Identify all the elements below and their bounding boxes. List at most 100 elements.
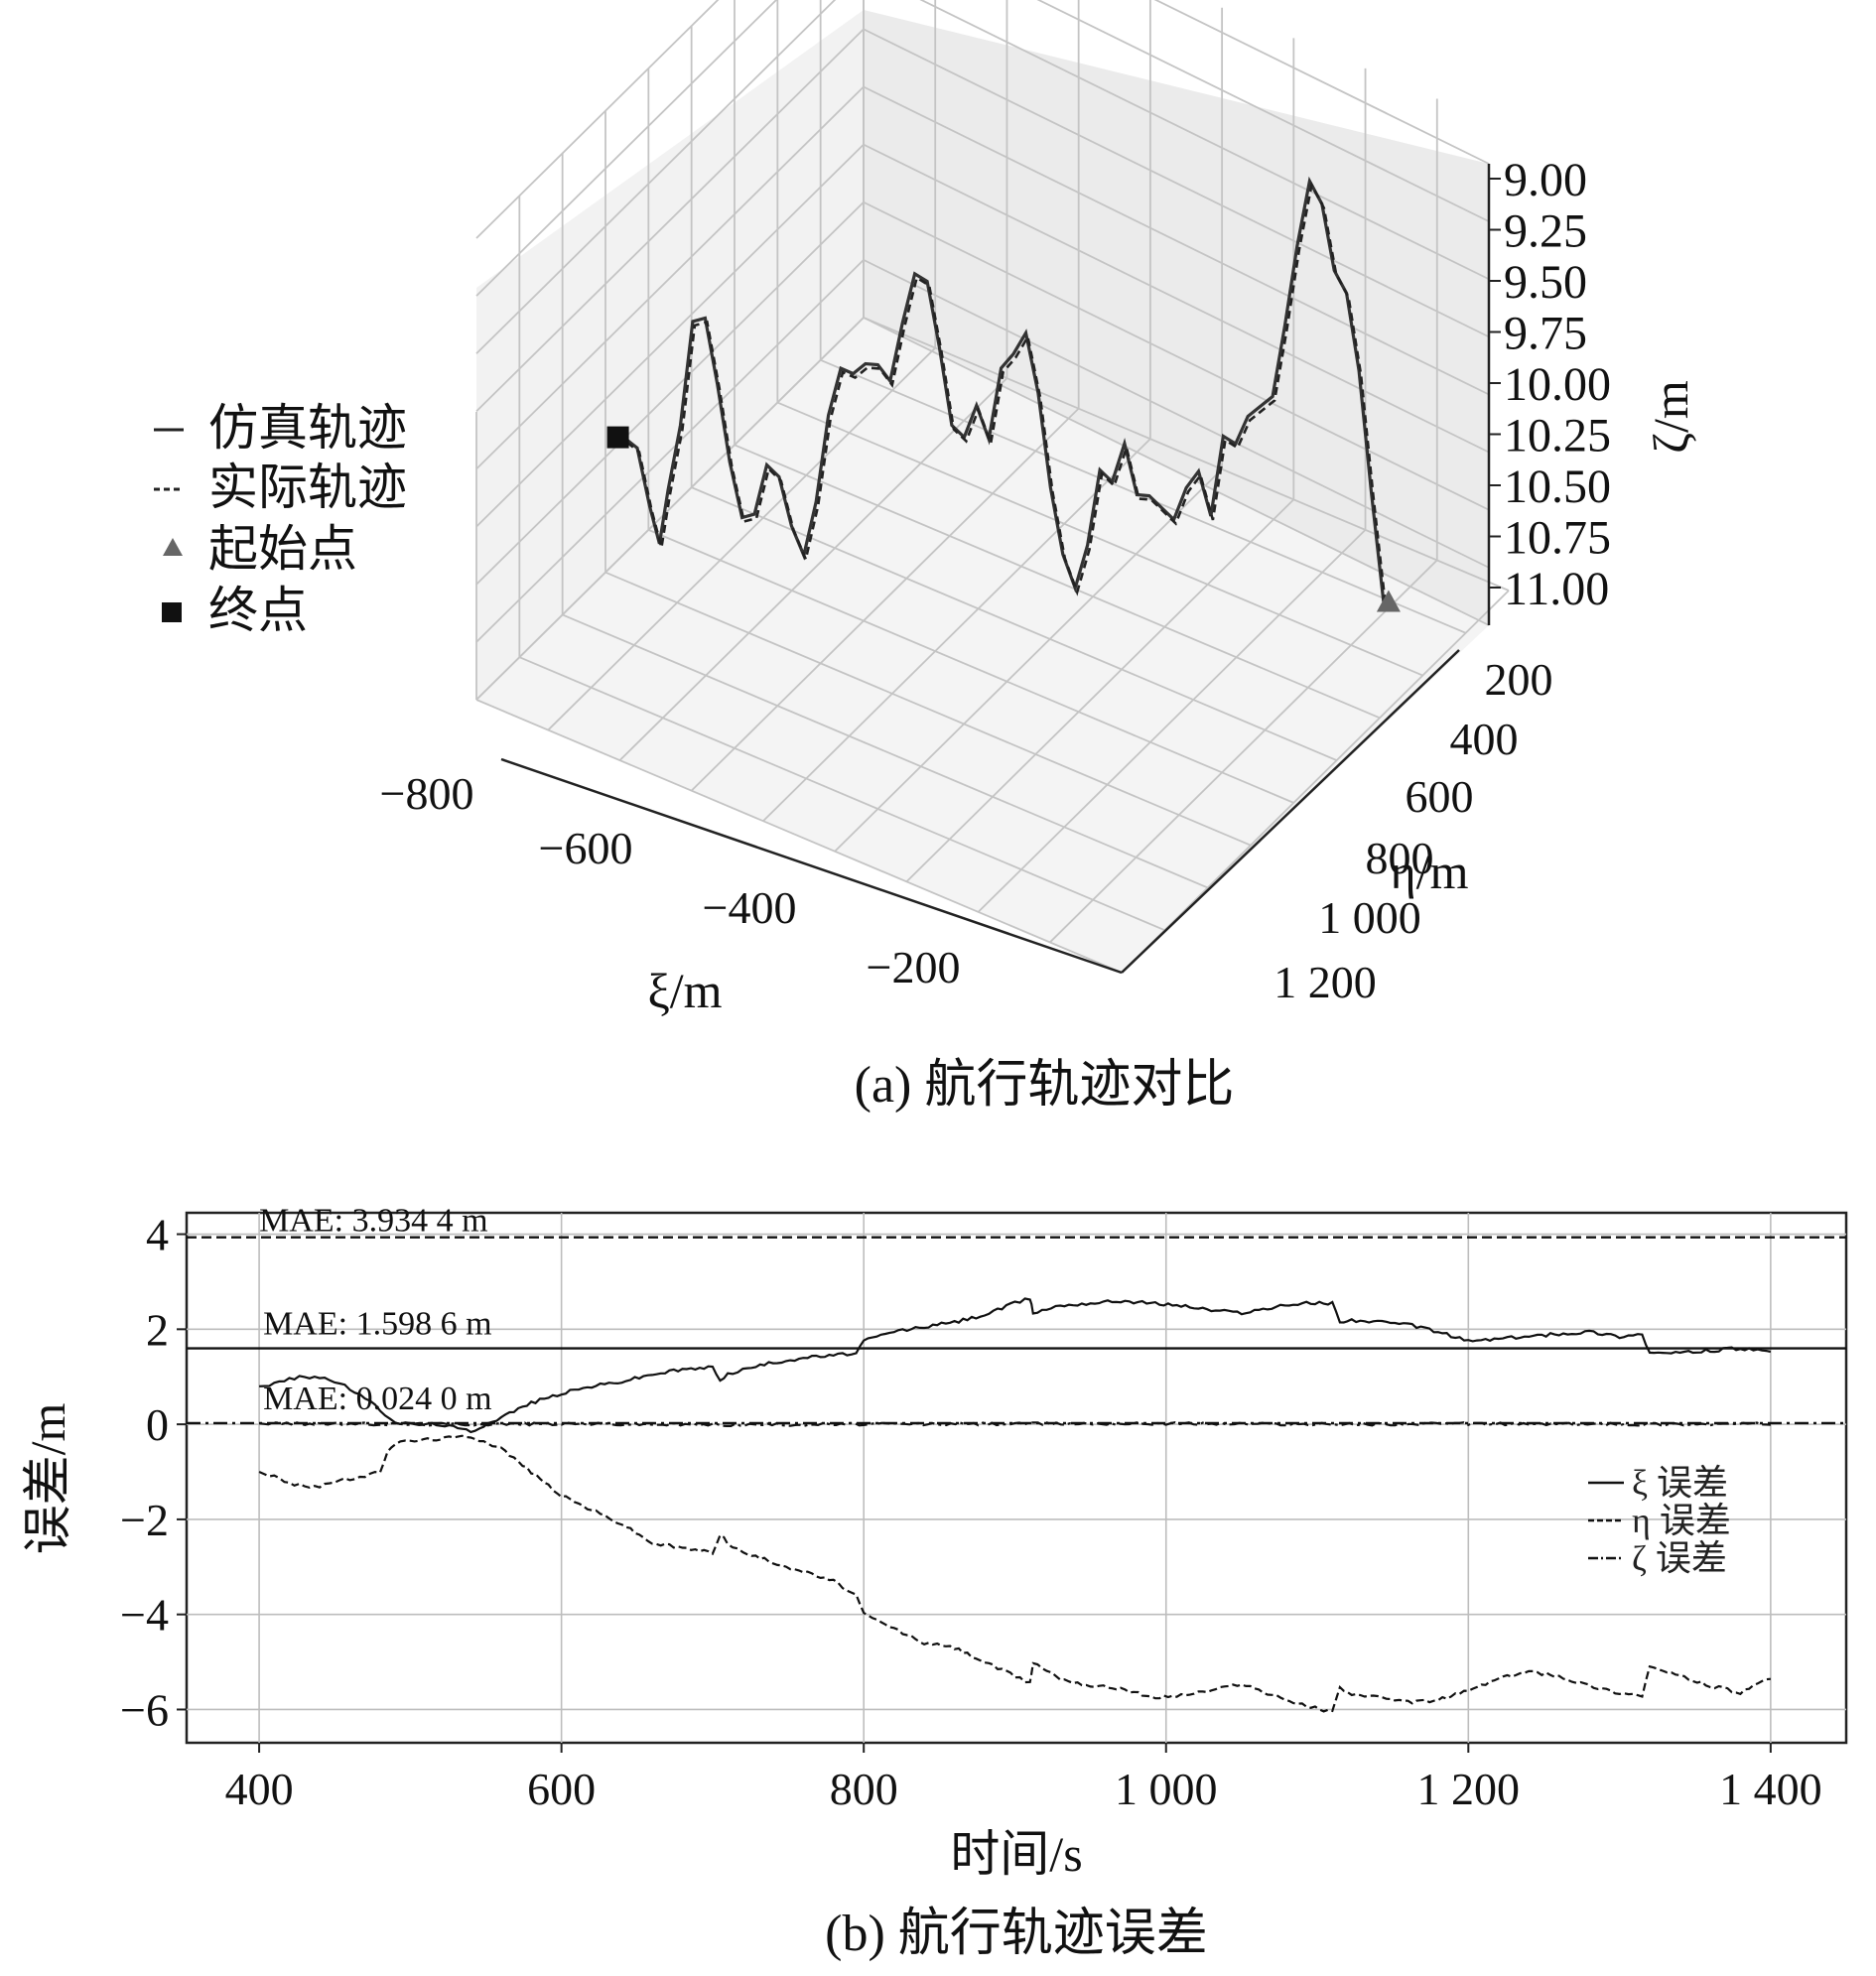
mae-lines: MAE: 3.934 4 m MAE: 1.598 6 m MAE: 0.024 0…: [187, 1203, 1846, 1425]
grid-line: [1049, 559, 1438, 944]
grid-line: [776, 401, 1423, 677]
eta-axis-label: η/m: [1391, 844, 1469, 899]
grid-line: [905, 498, 1294, 882]
xi-axis-line: [500, 757, 1123, 975]
start-point-marker: [1376, 590, 1401, 612]
y-tick-label: −6: [120, 1684, 169, 1735]
xi-ticks: −800 −600 −400 −200: [380, 768, 961, 992]
pane-floor: [476, 318, 1489, 973]
grid-line: [734, 444, 1381, 720]
legend-end-label: 终点: [208, 583, 308, 638]
eta-ticks: 200 400 600 800 1 000 1 200: [1273, 654, 1552, 1007]
y-axis-label-b: 误差/m: [20, 1403, 75, 1555]
grid-line: [475, 0, 837, 354]
grid-line: [475, 317, 865, 701]
grid-line: [762, 438, 1151, 822]
legend-a: 仿真轨迹 实际轨迹 起始点 终点: [154, 400, 407, 638]
x-tick-label: 1 400: [1719, 1764, 1822, 1814]
legend-start-icon: [163, 538, 183, 556]
y-tick-label: 0: [146, 1399, 169, 1450]
zeta-tick-label: 10.00: [1504, 358, 1611, 411]
eta-tick-label: 1 200: [1273, 957, 1377, 1007]
zeta-tick-label: 10.25: [1504, 410, 1611, 462]
zeta-ticks: 9.009.259.509.7510.0010.2510.5010.7511.0…: [1489, 154, 1611, 615]
legend-eta-label: η 误差: [1632, 1501, 1731, 1540]
grid-line: [618, 377, 1008, 761]
panel-b-error-plot: 400 600 800 1 000 1 200 1 400 4 2 0 −2 −4 −6 MAE: 3…: [20, 1203, 1848, 1962]
grid-line: [863, 143, 1490, 454]
grid-line: [1121, 590, 1510, 974]
grid-line: [475, 201, 865, 586]
xi-tick-label: −200: [867, 942, 961, 992]
x-tick-label: 800: [830, 1764, 898, 1814]
x-tick-label: 600: [527, 1764, 596, 1814]
grid-line: [604, 571, 1252, 847]
series-line: [258, 1420, 1771, 1427]
grid-line: [1036, 0, 1490, 222]
grid-line: [863, 85, 1490, 396]
legend-sim-label: 仿真轨迹: [208, 400, 407, 456]
grid-line: [562, 613, 1209, 889]
grid-line: [475, 259, 865, 643]
zeta-tick-label: 11.00: [1504, 563, 1609, 615]
xi-tick-label: −400: [703, 882, 797, 933]
grid-line: [1153, 0, 1490, 165]
caption-b: (b) 航行轨迹误差: [825, 1906, 1208, 1962]
grid-line: [547, 346, 936, 731]
legend-zeta-label: ζ 误差: [1632, 1538, 1727, 1578]
grid-line: [475, 28, 865, 413]
caption-a: (a) 航行轨迹对比: [855, 1057, 1235, 1114]
grid-line: [691, 408, 1080, 792]
error-series: [258, 1297, 1772, 1713]
legend-xi-label: ξ 误差: [1632, 1463, 1728, 1503]
x-axis-label-b: 时间/s: [950, 1826, 1082, 1882]
mae-label: MAE: 0.024 0 m: [263, 1381, 491, 1417]
mae-label: MAE: 1.598 6 m: [263, 1306, 491, 1343]
legend-b: ξ 误差 η 误差 ζ 误差: [1588, 1463, 1731, 1578]
trajectory-simulated: [623, 176, 1386, 602]
grid-line: [475, 0, 720, 239]
eta-tick-label: 800: [1366, 833, 1434, 883]
legend-end-icon: [162, 602, 182, 622]
eta-tick-label: 200: [1485, 654, 1553, 705]
zeta-axis-label: ζ/m: [1643, 380, 1698, 454]
grid-line: [863, 317, 1490, 626]
x-tick-label: 1 200: [1417, 1764, 1521, 1814]
eta-tick-label: 600: [1406, 771, 1474, 822]
xi-axis-label: ξ/m: [647, 963, 722, 1018]
grid-line: [863, 200, 1490, 511]
grid-line: [834, 468, 1223, 853]
zeta-tick-label: 9.50: [1504, 256, 1587, 309]
ticks-2d: 400 600 800 1 000 1 200 1 400 4 2 0 −2 −4 −6: [120, 1210, 1822, 1814]
y-tick-label: 2: [146, 1304, 169, 1355]
zeta-tick-label: 9.00: [1504, 154, 1587, 206]
grid-line: [863, 317, 1510, 592]
grid-line: [691, 486, 1338, 761]
y-tick-label: −4: [120, 1590, 169, 1641]
grid-line: [647, 529, 1294, 804]
y-tick-label: −2: [120, 1495, 169, 1545]
legend-start-label: 起始点: [208, 521, 357, 577]
y-tick-label: 4: [146, 1210, 169, 1260]
zeta-tick-label: 10.75: [1504, 512, 1611, 565]
end-point-marker: [606, 426, 629, 449]
zeta-tick-label: 10.50: [1504, 461, 1611, 513]
zeta-tick-label: 9.75: [1504, 308, 1587, 360]
grid-line: [475, 143, 865, 528]
xi-tick-label: −600: [539, 823, 633, 873]
xi-tick-label: −800: [380, 768, 474, 819]
eta-axis-line: [1121, 649, 1460, 974]
legend-real-label: 实际轨迹: [208, 460, 407, 515]
eta-tick-label: 400: [1450, 714, 1519, 764]
x-tick-label: 400: [225, 1764, 294, 1814]
x-tick-label: 1 000: [1115, 1764, 1218, 1814]
grid-line: [475, 85, 865, 470]
plot-b-frame: [185, 1211, 1848, 1745]
grid-line: [518, 656, 1165, 932]
zeta-tick-label: 9.25: [1504, 205, 1587, 258]
series-line: [259, 1297, 1772, 1434]
series-line: [258, 1434, 1771, 1713]
grid-line: [919, 0, 1490, 281]
eta-tick-label: 1 000: [1318, 892, 1421, 943]
